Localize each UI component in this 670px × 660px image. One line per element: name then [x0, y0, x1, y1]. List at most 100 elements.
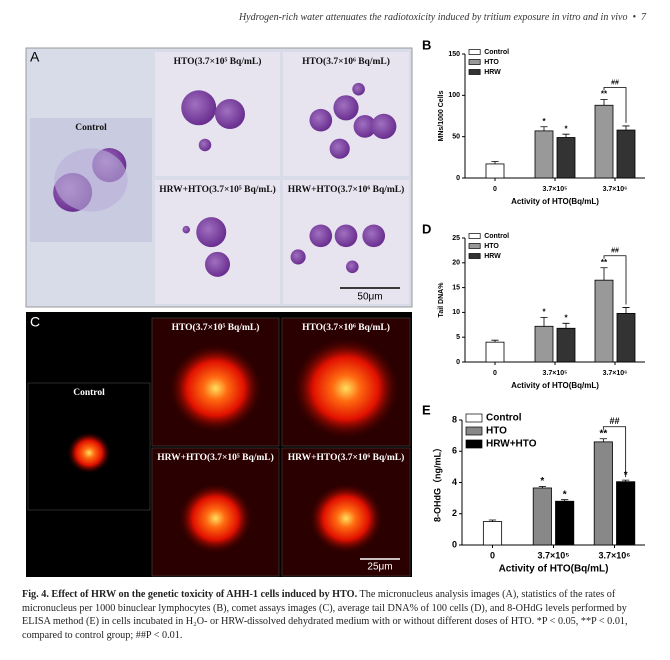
bar: [485, 341, 505, 363]
error-bar: [538, 486, 547, 488]
y-tick-label: 25: [452, 235, 460, 242]
legend-label: HTO: [484, 243, 499, 250]
image-label: Control: [73, 388, 105, 398]
significance-mark: *: [564, 313, 568, 322]
error-bar: [491, 161, 499, 164]
running-header: Hydrogen-rich water attenuates the radio…: [238, 12, 646, 23]
image-label: HTO(3.7×10⁵ Bq/mL): [174, 56, 262, 67]
comparison-bracket: [602, 426, 627, 478]
significance-mark: **: [601, 90, 608, 99]
bar: [594, 104, 614, 179]
bar: [485, 163, 505, 179]
panel-label: B: [422, 37, 431, 52]
y-tick-label: 10: [452, 309, 460, 316]
nucleus: [352, 82, 365, 96]
significance-mark: **: [601, 258, 608, 267]
bar: [593, 441, 613, 546]
nucleus: [182, 225, 190, 234]
image-label: HRW+HTO(3.7×10⁵ Bq/mL): [157, 452, 274, 463]
comet: [177, 482, 254, 555]
page-number: 7: [641, 12, 646, 23]
comparison-mark: ##: [611, 79, 619, 86]
nucleus: [334, 224, 358, 248]
legend-swatch: [468, 69, 481, 75]
x-tick-label: 3.7×10⁵: [543, 370, 568, 377]
x-tick-label: 0: [493, 370, 497, 377]
legend-label: Control: [484, 49, 509, 56]
caption-title: Fig. 4. Effect of HRW on the genetic tox…: [22, 589, 358, 600]
significance-mark: *: [542, 117, 546, 126]
legend-label: Control: [486, 413, 522, 424]
panel-label: A: [30, 49, 40, 65]
comet: [67, 431, 111, 474]
error-bar: [540, 126, 548, 131]
error-bar: [562, 133, 570, 138]
y-tick-label: 20: [452, 260, 460, 267]
error-bar: [562, 322, 570, 329]
nucleus: [309, 108, 333, 132]
legend-label: HRW: [484, 69, 501, 76]
error-bar: [600, 267, 608, 281]
bar: [616, 129, 636, 179]
x-axis-label: Activity of HTO(Bq/mL): [511, 197, 599, 206]
y-tick-label: 100: [448, 92, 460, 99]
x-tick-label: 0: [490, 550, 495, 560]
nucleus: [329, 138, 350, 159]
image-label: HRW+HTO(3.7×10⁶ Bq/mL): [288, 184, 405, 195]
scale-bar-label: 25μm: [367, 562, 392, 573]
x-tick-label: 3.7×10⁶: [599, 550, 631, 560]
x-axis-label: Activity of HTO(Bq/mL): [499, 564, 609, 575]
y-tick-label: 0: [456, 175, 460, 182]
y-tick-label: 8: [452, 414, 457, 424]
bar: [594, 279, 614, 363]
y-axis-label: MNs/1000 Cells: [438, 90, 445, 141]
comparison-bracket: [603, 255, 627, 305]
error-bar: [600, 99, 608, 106]
legend-swatch: [468, 253, 481, 259]
image-label: Control: [75, 123, 107, 133]
error-bar: [622, 307, 630, 314]
nucleus: [196, 217, 227, 248]
y-tick-label: 2: [452, 508, 457, 518]
error-bar: [491, 339, 499, 343]
image-label: HTO(3.7×10⁶ Bq/mL): [302, 322, 390, 333]
x-tick-label: 3.7×10⁵: [543, 186, 568, 193]
x-tick-label: 0: [493, 186, 497, 193]
y-tick-label: 4: [452, 477, 457, 487]
legend-label: HTO: [484, 59, 499, 66]
bar: [482, 521, 503, 546]
y-tick-label: 15: [452, 284, 460, 291]
image-label: HRW+HTO(3.7×10⁵ Bq/mL): [159, 184, 276, 195]
bar: [556, 137, 576, 179]
y-tick-label: 6: [452, 446, 457, 456]
legend-label: Control: [484, 233, 509, 240]
comet: [167, 342, 264, 434]
x-tick-label: 3.7×10⁶: [603, 186, 628, 193]
caption: Fig. 4. Effect of HRW on the genetic tox…: [22, 588, 652, 642]
bar: [555, 500, 575, 546]
legend-swatch: [468, 243, 481, 249]
image-label: HRW+HTO(3.7×10⁶ Bq/mL): [288, 452, 405, 463]
image-label: HTO(3.7×10⁵ Bq/mL): [172, 322, 260, 333]
legend-label: HRW+HTO: [486, 439, 537, 450]
nucleus: [353, 115, 377, 138]
legend-swatch: [465, 439, 483, 449]
bar: [532, 487, 552, 546]
bar: [534, 130, 554, 179]
nucleus: [181, 90, 217, 126]
legend-swatch: [465, 426, 483, 436]
scale-bar-label: 50μm: [357, 292, 382, 303]
comparison-bracket: [603, 87, 627, 123]
bar: [534, 325, 554, 363]
legend-swatch: [468, 233, 481, 239]
nucleus: [371, 113, 397, 139]
x-tick-label: 3.7×10⁶: [603, 370, 628, 377]
legend-swatch: [468, 49, 481, 55]
panel-label: E: [422, 402, 431, 417]
significance-mark: *: [564, 124, 568, 133]
comet: [308, 482, 384, 555]
significance-mark: *: [563, 489, 567, 500]
nucleus: [362, 224, 386, 248]
nucleus: [290, 249, 306, 265]
nucleus: [309, 224, 333, 248]
